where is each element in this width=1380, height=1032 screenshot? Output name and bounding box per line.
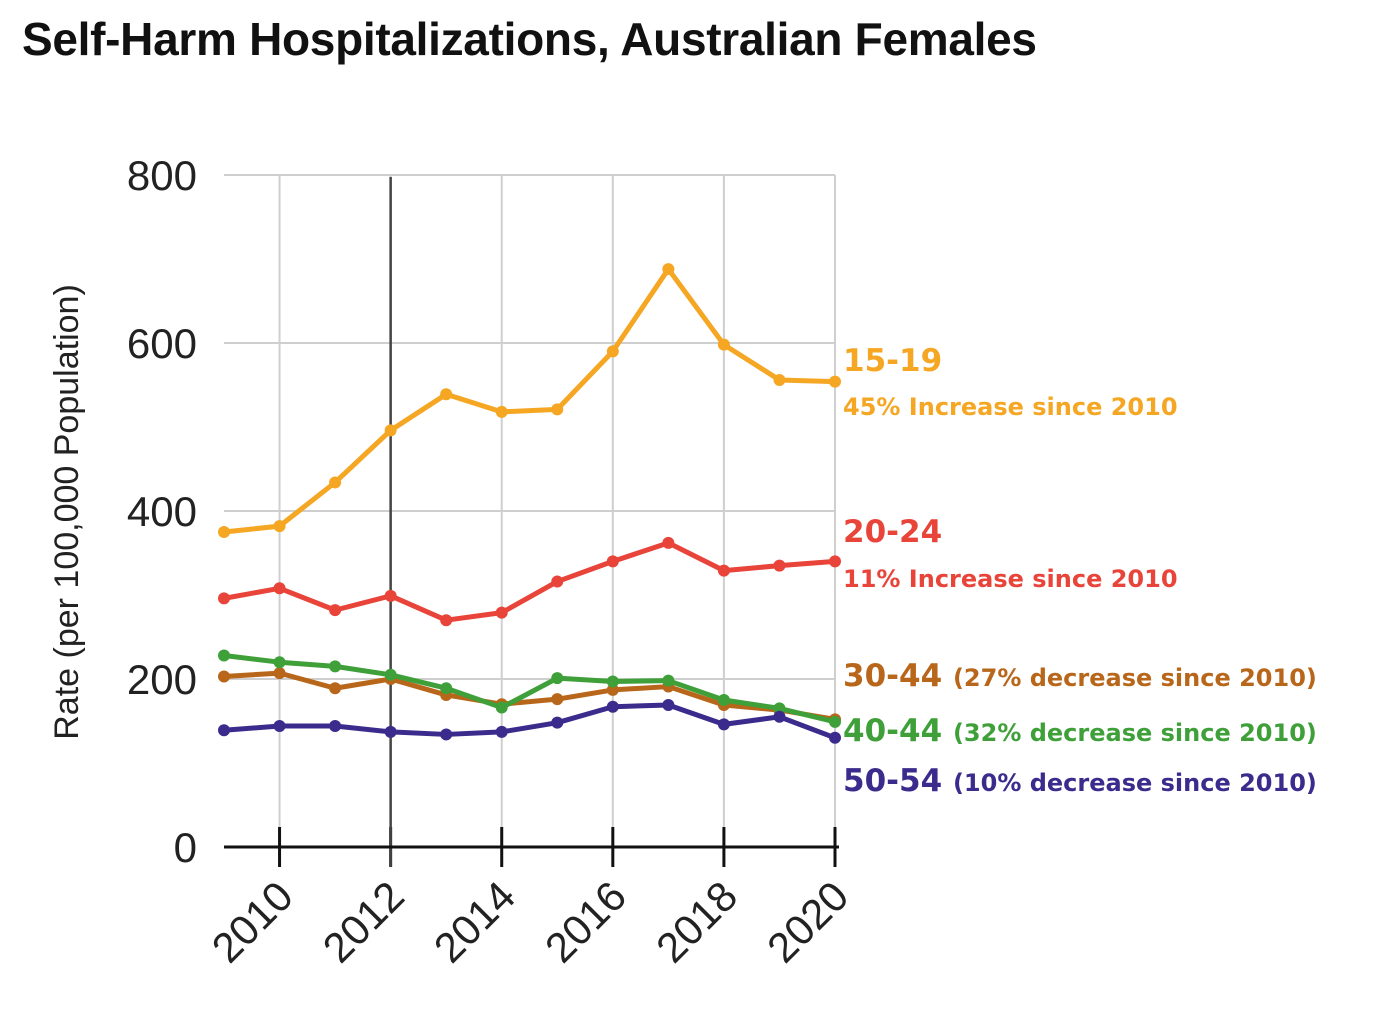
point-50-54-2013 xyxy=(440,728,453,741)
point-15-19-2013 xyxy=(440,388,453,401)
point-15-19-2011 xyxy=(329,476,342,489)
y-tick-label: 600 xyxy=(127,320,197,367)
gridlines xyxy=(224,174,836,847)
point-40-44-2012 xyxy=(384,668,397,681)
point-20-24-2017 xyxy=(662,536,675,549)
point-40-44-2017 xyxy=(662,674,675,687)
point-40-44-2019 xyxy=(773,702,786,715)
point-30-44-2010 xyxy=(273,667,286,680)
y-tick-label: 0 xyxy=(174,824,197,871)
point-50-54-2020 xyxy=(829,731,841,744)
point-15-19-2017 xyxy=(662,263,675,276)
point-30-44-2016 xyxy=(606,683,619,696)
point-20-24-2020 xyxy=(829,555,841,568)
point-40-44-2011 xyxy=(329,660,342,673)
line-15-19 xyxy=(221,266,838,535)
point-40-44-2010 xyxy=(273,656,286,669)
point-40-44-2013 xyxy=(440,682,453,695)
line-40-44 xyxy=(221,652,838,725)
series-note-20-24: 11% Increase since 2010 xyxy=(843,565,1178,593)
series-40-44 xyxy=(218,649,841,728)
series-label-15-19: 15-19 xyxy=(843,343,942,379)
y-tick-label: 400 xyxy=(127,488,197,535)
chart-title: Self-Harm Hospitalizations, Australian F… xyxy=(22,13,1037,65)
point-20-24-2014 xyxy=(495,606,508,619)
series-20-24 xyxy=(218,536,841,627)
point-30-44-2015 xyxy=(551,693,564,706)
x-tick-label: 2018 xyxy=(647,872,746,971)
point-20-24-2015 xyxy=(551,575,564,588)
line-20-24 xyxy=(221,540,838,623)
point-50-54-2014 xyxy=(495,725,508,738)
point-20-24-2016 xyxy=(606,555,619,568)
x-tick-label: 2016 xyxy=(536,872,635,971)
point-50-54-2018 xyxy=(717,718,730,731)
point-40-44-2020 xyxy=(829,715,841,728)
point-20-24-2013 xyxy=(440,614,453,627)
x-tick-label: 2012 xyxy=(314,872,413,971)
series-note-15-19: 45% Increase since 2010 xyxy=(843,393,1178,421)
point-50-54-2019 xyxy=(773,710,786,723)
y-tick-label: 800 xyxy=(127,152,197,199)
point-15-19-2012 xyxy=(384,424,397,437)
point-15-19-2014 xyxy=(495,405,508,418)
line-30-44 xyxy=(221,670,838,722)
point-20-24-2011 xyxy=(329,604,342,617)
point-15-19-2015 xyxy=(551,403,564,416)
point-30-44-2009 xyxy=(218,670,230,683)
point-50-54-2015 xyxy=(551,716,564,729)
point-40-44-2009 xyxy=(218,649,230,662)
point-15-19-2020 xyxy=(829,375,841,388)
series-label-20-24: 20-24 xyxy=(843,514,942,550)
point-20-24-2019 xyxy=(773,559,786,572)
point-40-44-2014 xyxy=(495,701,508,714)
series-label-40-44: 40-44 (32% decrease since 2010) xyxy=(843,713,1317,749)
series-lines xyxy=(218,263,841,744)
y-tick-label: 200 xyxy=(127,656,197,703)
line-50-54 xyxy=(221,702,838,741)
point-50-54-2017 xyxy=(662,699,675,712)
x-tick-label: 2020 xyxy=(758,872,857,971)
series-50-54 xyxy=(218,699,841,744)
point-15-19-2018 xyxy=(717,338,730,351)
series-30-44 xyxy=(218,667,841,726)
point-50-54-2016 xyxy=(606,700,619,713)
point-15-19-2010 xyxy=(273,520,286,533)
y-axis-label: Rate (per 100,000 Population) xyxy=(48,284,86,740)
point-15-19-2016 xyxy=(606,345,619,358)
point-15-19-2019 xyxy=(773,373,786,386)
point-40-44-2015 xyxy=(551,672,564,685)
series-15-19 xyxy=(218,263,841,538)
point-50-54-2011 xyxy=(329,720,342,733)
x-tick-label: 2014 xyxy=(425,872,524,971)
series-label-50-54: 50-54 (10% decrease since 2010) xyxy=(843,763,1317,799)
point-50-54-2010 xyxy=(273,720,286,733)
point-20-24-2012 xyxy=(384,589,397,602)
point-40-44-2016 xyxy=(606,675,619,688)
x-tick-label: 2010 xyxy=(203,872,302,971)
point-20-24-2009 xyxy=(218,592,230,605)
series-labels: 15-19 45% Increase since 2010 20-24 11% Inc… xyxy=(843,343,1317,799)
point-50-54-2012 xyxy=(384,725,397,738)
point-50-54-2009 xyxy=(218,724,230,737)
point-15-19-2009 xyxy=(218,526,230,538)
point-30-44-2011 xyxy=(329,682,342,695)
point-20-24-2010 xyxy=(273,582,286,595)
axes: 0 200 400 600 800 2010 2012 2014 2016 2018 2020 xyxy=(127,152,857,971)
point-20-24-2018 xyxy=(717,564,730,577)
series-label-30-44: 30-44 (27% decrease since 2010) xyxy=(843,658,1317,694)
point-40-44-2018 xyxy=(717,694,730,706)
